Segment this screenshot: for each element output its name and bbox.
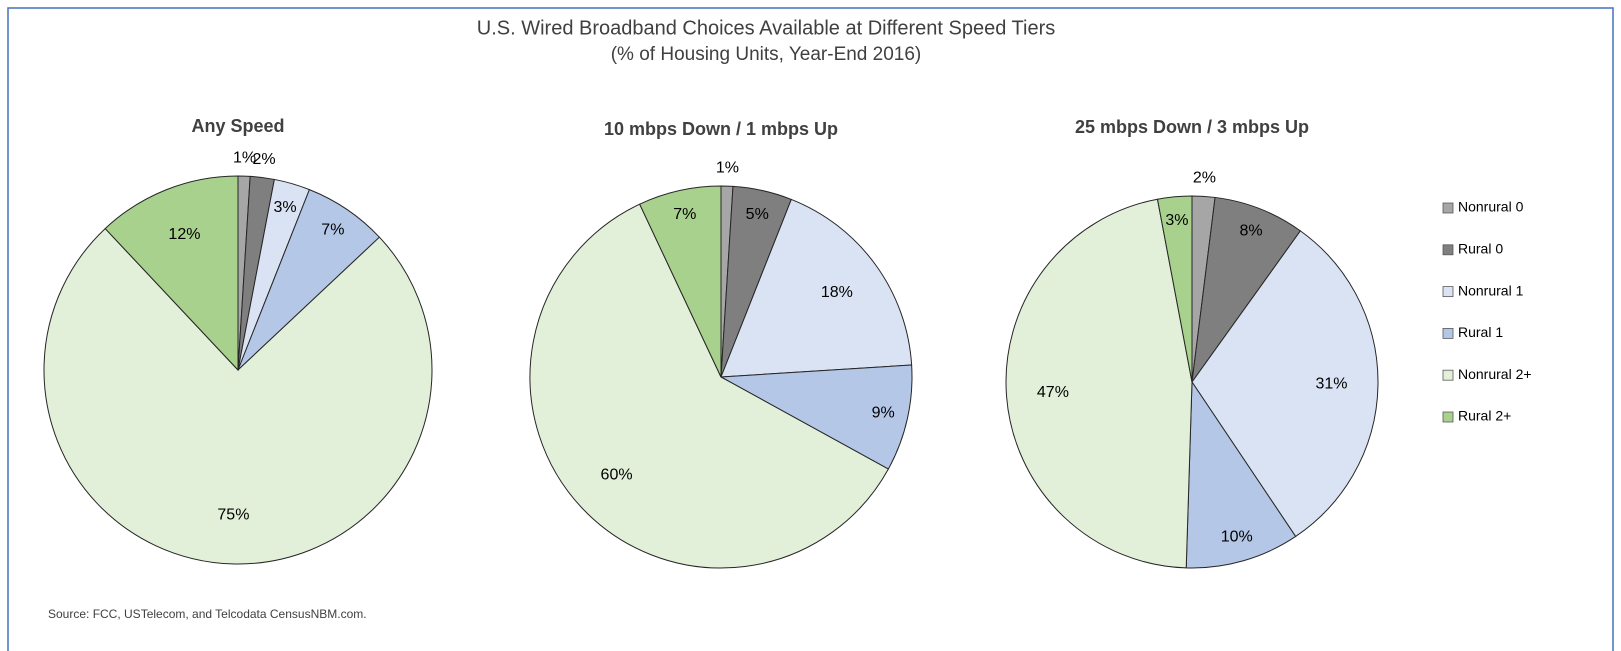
legend-label: Rural 1 [1458, 324, 1503, 340]
data-label: 7% [321, 222, 344, 239]
pie-title: 10 mbps Down / 1 mbps Up [604, 119, 838, 139]
pie-title: Any Speed [191, 116, 284, 136]
chart-title: U.S. Wired Broadband Choices Available a… [477, 17, 1055, 39]
legend-label: Nonrural 0 [1458, 199, 1524, 215]
chart-subtitle: (% of Housing Units, Year-End 2016) [611, 44, 922, 65]
data-label: 10% [1221, 529, 1253, 546]
data-label: 3% [1165, 212, 1188, 229]
legend-swatch [1442, 286, 1454, 298]
legend-swatch [1442, 327, 1454, 339]
data-label: 7% [673, 206, 696, 223]
legend-swatch [1442, 411, 1454, 423]
data-label: 1% [233, 149, 256, 166]
pie-slice [1191, 230, 1379, 538]
data-label: 3% [274, 199, 297, 216]
data-label: 2% [1193, 170, 1216, 187]
pie-slice [1191, 196, 1302, 383]
data-label: 75% [217, 507, 249, 524]
pie-slice [639, 185, 722, 378]
source-note: Source: FCC, USTelecom, and Telcodata Ce… [48, 607, 367, 621]
pie-title: 25 mbps Down / 3 mbps Up [1075, 117, 1309, 137]
legend-label: Rural 0 [1458, 241, 1503, 257]
pie-slice [720, 198, 913, 378]
legend-swatch [1442, 202, 1454, 214]
legend-swatch [1442, 369, 1454, 381]
pie-slice [43, 227, 433, 565]
data-label: 60% [601, 466, 633, 483]
data-label: 47% [1037, 384, 1069, 401]
pie-slice [1156, 195, 1193, 383]
pie-slice [1005, 198, 1193, 569]
legend-label: Rural 2+ [1458, 408, 1511, 424]
data-label: 5% [746, 206, 769, 223]
data-label: 2% [253, 151, 276, 168]
data-label: 8% [1239, 223, 1262, 240]
legend-label: Nonrural 1 [1458, 282, 1524, 298]
legend-label: Nonrural 2+ [1458, 366, 1532, 382]
pie-slice [529, 203, 890, 569]
data-label: 12% [168, 226, 200, 243]
pie-slice [719, 364, 913, 470]
pie-slice [1185, 380, 1297, 569]
pie-slice [104, 175, 239, 372]
legend-swatch [1442, 244, 1454, 256]
data-label: 18% [821, 284, 853, 301]
data-label: 31% [1315, 375, 1347, 392]
data-label: 9% [872, 404, 895, 421]
data-label: 1% [716, 159, 739, 176]
